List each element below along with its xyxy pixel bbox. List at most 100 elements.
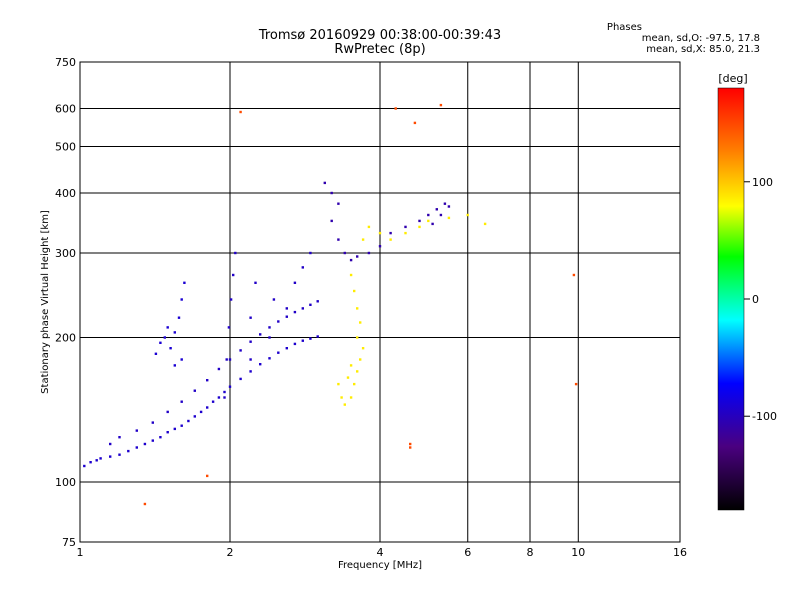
data-point (268, 357, 271, 360)
data-point (356, 255, 359, 258)
phases-heading: Phases (606, 22, 642, 33)
data-point (229, 298, 233, 301)
data-point (118, 453, 121, 456)
data-point (285, 347, 288, 350)
data-point (169, 347, 172, 350)
data-point (151, 439, 154, 442)
data-point (447, 205, 451, 208)
x-tick-label: 16 (673, 546, 687, 559)
data-point (227, 326, 231, 329)
data-point (337, 202, 340, 205)
y-tick-label: 400 (55, 187, 76, 200)
phases-x-stats: mean, sd,X: 85.0, 21.3 (646, 44, 760, 55)
data-point (234, 251, 237, 255)
data-point (378, 231, 382, 235)
data-point (277, 351, 280, 354)
data-point (95, 459, 98, 462)
x-tick-label: 8 (527, 546, 534, 559)
data-point (574, 382, 578, 386)
data-point (199, 410, 203, 414)
data-point (83, 464, 86, 468)
colorbar-tick-label: -100 (752, 410, 777, 423)
colorbar-label: [deg] (718, 72, 747, 85)
x-tick-label: 6 (464, 546, 471, 559)
data-point (349, 364, 353, 367)
data-point (254, 281, 257, 284)
data-point (356, 336, 359, 339)
x-tick-label: 1 (77, 546, 84, 559)
data-point (309, 251, 312, 255)
data-point (285, 315, 288, 318)
data-point (343, 403, 346, 406)
y-axis-ticks: 75 100 200 300 400 500 600 750 (55, 56, 76, 549)
data-point (340, 396, 343, 399)
data-point (183, 281, 186, 284)
data-point (99, 457, 102, 460)
data-point (173, 364, 176, 367)
data-point (268, 326, 271, 329)
data-point (239, 377, 242, 381)
data-point (309, 303, 312, 306)
data-point (187, 419, 190, 423)
series-group (143, 103, 578, 506)
data-point (389, 238, 392, 241)
grid-lines (79, 61, 681, 543)
data-point (439, 103, 443, 107)
data-point (166, 431, 169, 434)
data-point (118, 436, 121, 439)
data-point (301, 339, 304, 342)
data-point (293, 342, 297, 346)
data-point (217, 396, 221, 399)
data-point (356, 307, 359, 310)
data-point (285, 307, 288, 310)
data-point (443, 202, 447, 205)
data-point (378, 245, 382, 248)
y-tick-label: 100 (55, 476, 76, 489)
y-tick-label: 75 (62, 536, 76, 549)
data-point (225, 358, 228, 361)
data-point (193, 415, 196, 418)
data-point (301, 266, 304, 269)
data-point (206, 379, 209, 382)
y-tick-label: 500 (55, 141, 76, 154)
data-point (173, 427, 176, 431)
data-point (151, 421, 154, 424)
data-point (323, 181, 326, 185)
y-tick-label: 600 (55, 103, 76, 116)
data-point (330, 191, 333, 195)
colorbar-tick-label: 100 (752, 176, 773, 189)
data-point (389, 231, 392, 235)
data-point (404, 225, 407, 229)
data-point (361, 238, 365, 241)
data-point (409, 442, 412, 446)
data-point (483, 222, 487, 226)
data-point (272, 298, 276, 301)
data-point (180, 358, 183, 361)
data-point (154, 352, 158, 355)
data-point (337, 238, 340, 241)
data-points (83, 103, 578, 506)
data-point (418, 225, 421, 229)
data-point (316, 300, 319, 303)
y-axis-label: Stationary phase Virtual Height [km] (40, 210, 51, 394)
y-tick-label: 300 (55, 247, 76, 260)
series-group (83, 335, 319, 468)
data-point (427, 213, 430, 217)
data-point (206, 406, 209, 409)
data-point (143, 442, 147, 446)
data-point (293, 281, 297, 284)
data-point (232, 273, 235, 277)
data-point (228, 358, 232, 361)
data-point (180, 424, 183, 427)
chart-subtitle: RwPretec (8p) (334, 42, 426, 57)
x-tick-label: 4 (377, 546, 384, 559)
data-point (173, 331, 176, 334)
data-point (239, 110, 242, 114)
data-point (180, 298, 183, 301)
data-point (259, 333, 262, 336)
data-point (301, 307, 304, 310)
data-point (135, 446, 138, 449)
data-point (127, 449, 130, 453)
data-point (239, 349, 242, 352)
